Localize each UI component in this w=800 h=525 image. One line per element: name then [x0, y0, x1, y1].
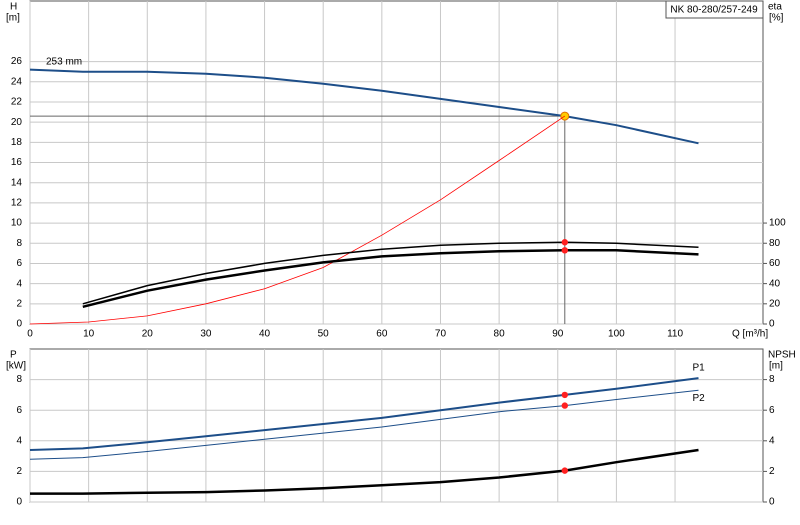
x-tick-label: 70 [435, 329, 447, 340]
curve [29, 389, 699, 460]
y-tick-label: 6 [16, 405, 22, 416]
x-tick-label: 30 [200, 329, 212, 340]
y-tick-label: 10 [11, 218, 23, 229]
duty-point [561, 247, 568, 254]
y2-tick-label: 8 [769, 374, 775, 385]
curve [82, 249, 699, 309]
title-box [665, 0, 764, 19]
curve-label: 253 mm [46, 56, 82, 67]
y-tick-label: 4 [16, 435, 22, 446]
y2-axis-label: NPSH [768, 350, 796, 361]
curve-label: P1 [692, 363, 705, 374]
y2-tick-label: 80 [769, 238, 781, 249]
x-tick-label: 100 [608, 329, 625, 340]
y-tick-label: 0 [16, 497, 22, 508]
x-tick-label: 60 [376, 329, 388, 340]
duty-point [561, 467, 568, 474]
curve [82, 241, 699, 305]
x-tick-label: 80 [494, 329, 506, 340]
duty-point [561, 391, 568, 399]
duty-point [560, 111, 570, 121]
y-tick-label: 6 [16, 258, 22, 269]
x-label-bg [722, 327, 762, 341]
duty-point [561, 239, 568, 246]
x-tick-label: 110 [667, 329, 683, 340]
y-tick-label: 24 [11, 76, 23, 87]
y2-tick-label: 0 [769, 497, 775, 508]
duty-point [561, 402, 568, 409]
curve [29, 377, 699, 451]
y-tick-label: 2 [16, 298, 22, 309]
y-tick-label: 8 [16, 238, 22, 249]
x-tick-label: 0 [27, 329, 33, 340]
y2-tick-label: 60 [769, 258, 781, 269]
x-tick-label: 90 [552, 329, 564, 340]
y-tick-label: 26 [11, 56, 23, 67]
y2-tick-label: 6 [769, 405, 775, 416]
curve [29, 115, 566, 325]
y2-axis-unit: [%] [769, 13, 784, 24]
y-tick-label: 20 [11, 117, 23, 128]
x-tick-label: 10 [83, 329, 95, 340]
curve-label: P2 [692, 393, 705, 404]
y-tick-label: 2 [16, 466, 22, 477]
y-axis-unit: [m] [6, 13, 20, 24]
y-tick-label: 8 [16, 374, 22, 385]
y2-tick-label: 4 [769, 435, 775, 446]
y-axis-label: H [10, 2, 17, 13]
x-tick-label: 20 [142, 329, 154, 340]
y2-axis-unit: [m] [769, 361, 783, 372]
y-axis-unit: [kW] [6, 361, 26, 372]
y-tick-label: 14 [11, 177, 23, 188]
curve [29, 68, 699, 145]
chart-title: NK 80-280/257-249 [670, 5, 758, 16]
y2-tick-label: 2 [769, 466, 775, 477]
y-tick-label: 0 [16, 319, 22, 330]
x-tick-label: 40 [259, 329, 271, 340]
y2-tick-label: 40 [769, 278, 781, 289]
x-tick-label: 50 [318, 329, 330, 340]
y2-tick-label: 0 [769, 319, 775, 330]
y2-axis-label: eta [768, 2, 782, 13]
y2-tick-label: 20 [769, 298, 781, 309]
y-tick-label: 18 [11, 137, 23, 148]
x-axis-label: Q [m³/h] [732, 329, 768, 340]
y-tick-label: 12 [11, 198, 23, 209]
curve [30, 448, 699, 495]
y-tick-label: 22 [11, 97, 23, 108]
y2-tick-label: 100 [769, 218, 786, 229]
y-tick-label: 4 [16, 278, 22, 289]
y-tick-label: 16 [11, 157, 23, 168]
y-axis-label: P [10, 350, 17, 361]
